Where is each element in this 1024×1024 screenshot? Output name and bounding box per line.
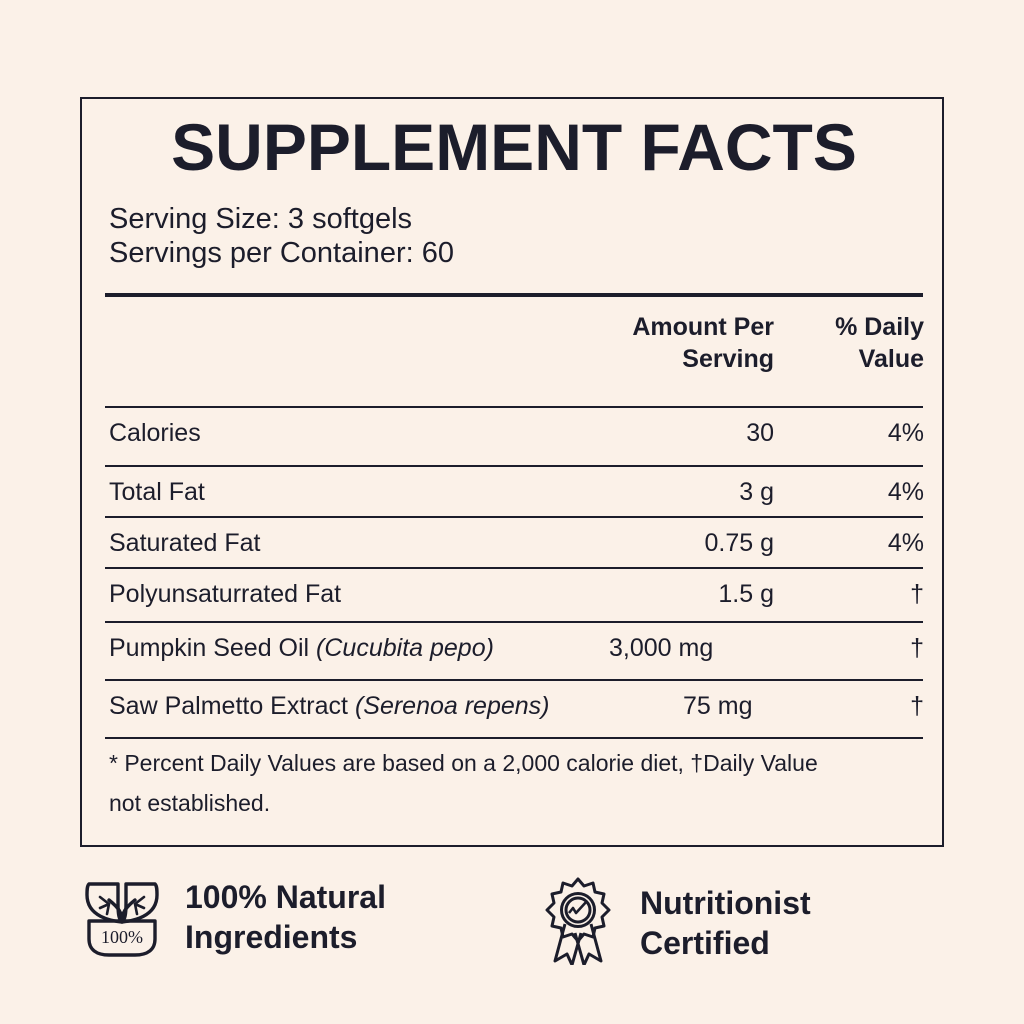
svg-text:100%: 100% <box>101 927 143 947</box>
